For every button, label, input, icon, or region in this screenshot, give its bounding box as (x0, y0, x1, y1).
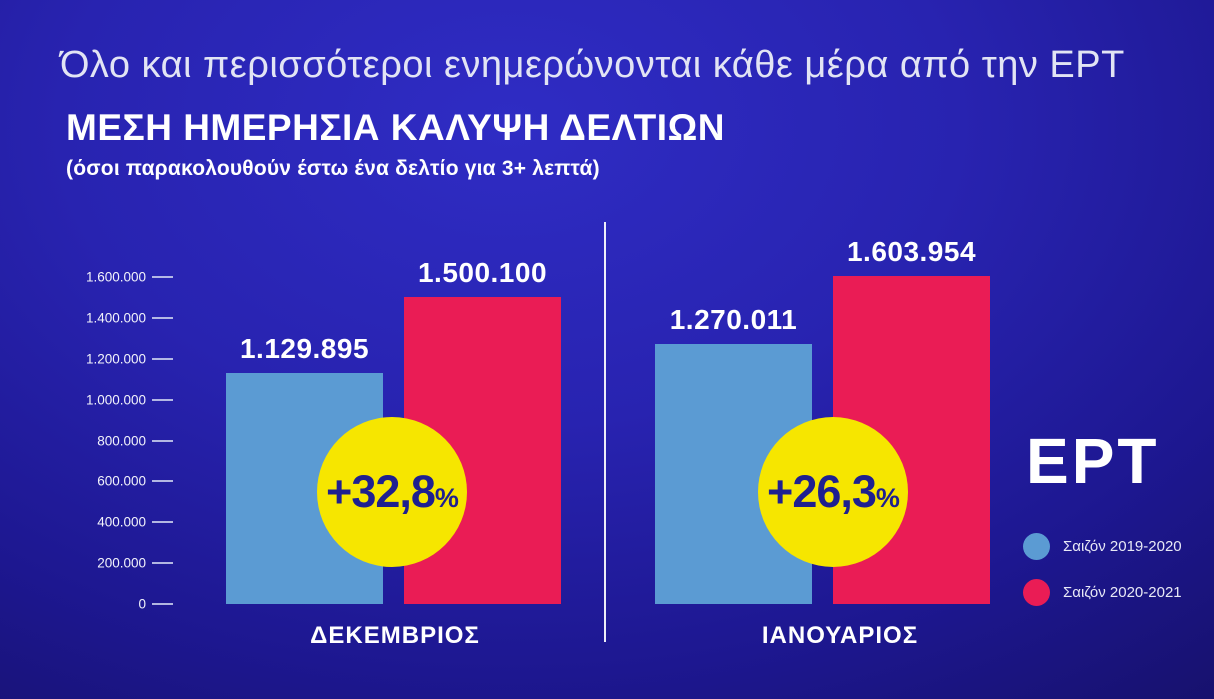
y-axis-tick-label: 600.000 (97, 473, 146, 489)
y-axis-tick-mark (152, 276, 173, 278)
y-axis-tick-mark (152, 316, 173, 319)
bar-value-label: 1.129.895 (239, 333, 370, 365)
y-axis-tick-mark (152, 480, 173, 483)
chart-subtitle: (όσοι παρακολουθούν έστω ένα δελτίο για … (66, 157, 600, 180)
y-axis-tick-label: 0 (138, 596, 146, 612)
y-axis-tick-mark (152, 603, 173, 605)
legend: Σαιζόν 2019-2020 Σαιζόν 2020-2021 (1023, 533, 1182, 606)
y-axis-tick-mark (152, 562, 173, 565)
bar-value-label: 1.270.011 (669, 304, 798, 336)
y-axis-tick-label: 800.000 (97, 433, 146, 448)
y-axis-tick-label: 200.000 (97, 555, 146, 571)
change-badge-january: +26,3% (758, 417, 908, 567)
bar-value-label: 1.603.954 (846, 236, 977, 268)
ert-logo: ΕΡΤ (1026, 425, 1160, 497)
y-axis-tick-mark (152, 521, 173, 524)
y-axis-tick-label: 1.400.000 (85, 310, 146, 326)
percent-suffix: % (434, 483, 459, 513)
bar-value-label: 1.500.100 (417, 257, 548, 289)
change-badge-january-value: +26,3% (767, 466, 900, 517)
tagline-text: Όλο και περισσότεροι ενημερώνονται κάθε … (60, 44, 1125, 86)
y-axis-tick-mark (152, 398, 173, 401)
chart-title: ΜΕΣΗ ΗΜΕΡΗΣΙΑ ΚΑΛΥΨΗ ΔΕΛΤΙΩΝ (66, 107, 725, 148)
percent-suffix: % (875, 483, 900, 513)
y-axis-tick-label: 400.000 (97, 514, 146, 530)
y-axis-tick-label: 1.000.000 (85, 392, 146, 408)
legend-swatch-circle (1023, 579, 1050, 606)
y-axis-tick-mark (152, 357, 173, 360)
legend-label: Σαιζόν 2019-2020 (1063, 538, 1182, 555)
change-badge-december: +32,8% (317, 417, 467, 567)
legend-label: Σαιζόν 2020-2021 (1063, 584, 1182, 601)
group-divider-line (604, 222, 606, 642)
legend-item: Σαιζόν 2019-2020 (1023, 533, 1182, 560)
category-label-january: ΙΑΝΟΥΑΡΙΟΣ (761, 622, 919, 649)
legend-swatch-circle (1023, 533, 1050, 560)
category-label-december: ΔΕΚΕΜΒΡΙΟΣ (310, 622, 480, 649)
y-axis-tick-label: 1.600.000 (85, 269, 146, 285)
y-axis-tick-mark (152, 439, 173, 442)
y-axis-tick-label: 1.200.000 (85, 351, 146, 367)
legend-item: Σαιζόν 2020-2021 (1023, 579, 1182, 606)
change-badge-december-value: +32,8% (326, 466, 459, 517)
